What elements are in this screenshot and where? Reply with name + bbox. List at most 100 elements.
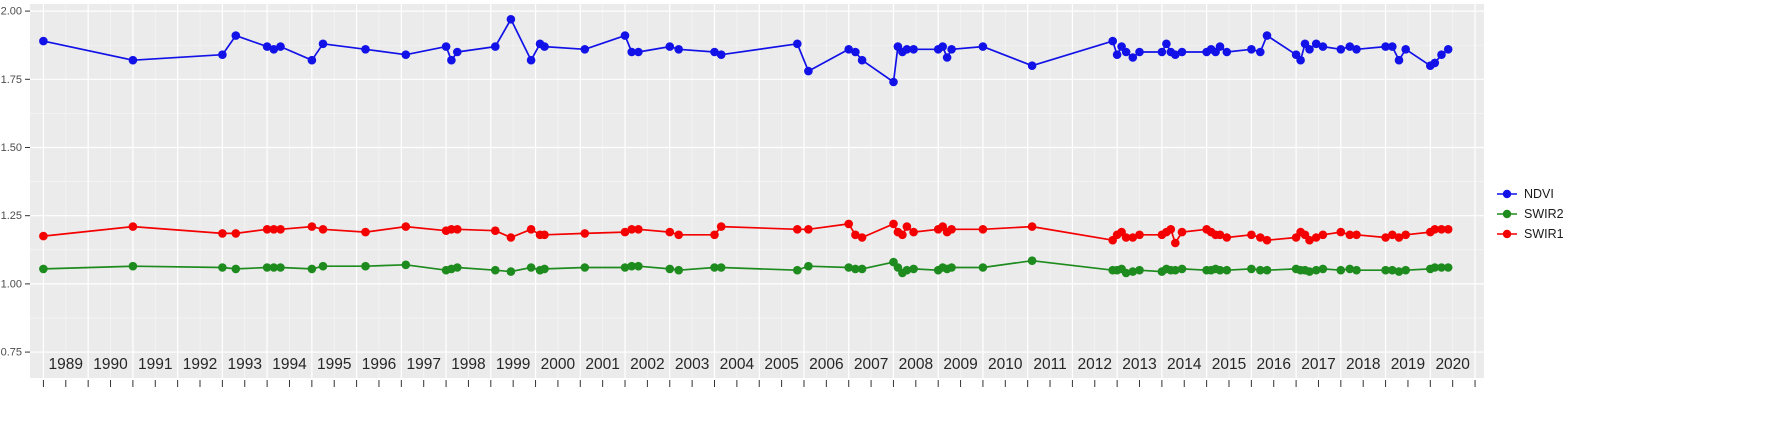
data-point xyxy=(1128,53,1138,62)
x-tick-label: 2007 xyxy=(854,356,888,373)
data-point xyxy=(506,267,516,276)
data-point xyxy=(716,222,726,231)
data-point xyxy=(447,55,456,65)
data-point xyxy=(1443,45,1453,54)
y-tick-label: 1.25 xyxy=(1,210,22,222)
data-point xyxy=(453,225,462,234)
data-point xyxy=(1262,235,1272,245)
data-point xyxy=(710,47,719,57)
data-point xyxy=(634,225,643,234)
x-tick-label: 2000 xyxy=(541,356,576,373)
data-point xyxy=(942,53,952,62)
legend-item-swir2: SWIR2 xyxy=(1496,206,1564,222)
data-point xyxy=(1388,230,1397,240)
data-point xyxy=(262,225,272,234)
x-axis-ticks xyxy=(42,380,1476,387)
x-tick-label: 1990 xyxy=(93,356,128,373)
data-point xyxy=(1247,264,1256,274)
data-point xyxy=(1177,47,1187,57)
data-point xyxy=(1128,233,1138,242)
data-point xyxy=(491,42,500,51)
data-point xyxy=(1352,230,1361,240)
data-point xyxy=(674,230,683,240)
x-tick-label: 1998 xyxy=(451,356,485,373)
data-point xyxy=(1443,263,1453,272)
data-point xyxy=(1345,264,1355,274)
x-tick-label: 2019 xyxy=(1391,356,1425,373)
data-point xyxy=(1256,265,1265,275)
x-tick-label: 1997 xyxy=(406,356,440,373)
x-tick-label: 2008 xyxy=(899,356,933,373)
y-tick-label: 0.75 xyxy=(1,347,22,359)
x-tick-label: 2010 xyxy=(988,356,1023,373)
data-point xyxy=(857,55,867,65)
data-point xyxy=(361,261,370,271)
x-tick-label: 1994 xyxy=(272,356,307,373)
data-point xyxy=(620,263,630,272)
data-point xyxy=(128,55,138,65)
data-point xyxy=(716,50,726,59)
data-point xyxy=(453,47,462,57)
x-tick-label: 1991 xyxy=(138,356,172,373)
data-point xyxy=(231,264,241,274)
x-tick-label: 2009 xyxy=(943,356,977,373)
x-tick-label: 2002 xyxy=(630,356,664,373)
data-point xyxy=(1262,31,1272,40)
data-point xyxy=(1177,227,1187,237)
x-tick-label: 2013 xyxy=(1122,356,1156,373)
x-tick-label: 2020 xyxy=(1435,356,1470,373)
legend-key-ndvi-icon xyxy=(1497,189,1517,199)
data-point xyxy=(978,42,988,51)
data-point xyxy=(441,42,451,51)
data-point xyxy=(580,45,590,54)
data-point xyxy=(710,230,719,240)
x-axis-labels: 1989 1990 1991 1992 1993 1994 1995 1996 1997 1998… xyxy=(49,356,1471,373)
y-axis-labels: 0.75 1.00 1.25 1.50 1.75 2.00 xyxy=(1,6,22,359)
x-tick-label: 1999 xyxy=(496,356,530,373)
grid-minor xyxy=(30,4,1484,378)
data-point xyxy=(851,47,860,57)
data-point xyxy=(580,263,590,272)
data-point xyxy=(506,14,516,24)
data-point xyxy=(526,225,536,234)
data-point xyxy=(978,225,988,234)
data-point xyxy=(1352,45,1361,54)
data-point xyxy=(1318,230,1328,240)
data-point xyxy=(39,264,48,274)
data-point xyxy=(844,45,853,54)
data-point xyxy=(218,50,227,59)
data-point xyxy=(1430,263,1440,272)
data-point xyxy=(857,264,867,274)
data-point xyxy=(231,229,241,238)
data-point xyxy=(276,225,285,234)
data-point xyxy=(1222,47,1232,57)
data-point xyxy=(1296,55,1305,65)
grid-major xyxy=(30,4,1484,378)
data-point xyxy=(665,227,675,237)
data-point xyxy=(1135,47,1144,57)
data-point xyxy=(1171,265,1180,275)
data-point xyxy=(1394,55,1404,65)
data-point xyxy=(857,233,867,242)
y-tick-label: 2.00 xyxy=(1,6,22,18)
x-tick-label: 2004 xyxy=(720,356,755,373)
data-point xyxy=(889,77,898,87)
data-point xyxy=(804,225,813,234)
data-point xyxy=(1262,265,1272,275)
data-point xyxy=(401,222,411,231)
data-point xyxy=(844,219,853,229)
data-point xyxy=(1215,230,1225,240)
data-point xyxy=(1318,264,1328,274)
legend-label: SWIR1 xyxy=(1524,227,1564,241)
data-point xyxy=(1128,267,1138,276)
data-point xyxy=(947,263,956,272)
data-point xyxy=(1318,42,1328,51)
data-point xyxy=(1388,42,1397,51)
data-point xyxy=(1027,256,1037,266)
data-point xyxy=(947,45,956,54)
data-point xyxy=(851,264,860,274)
x-tick-label: 2018 xyxy=(1346,356,1380,373)
data-point xyxy=(793,225,802,234)
data-point xyxy=(262,42,272,51)
